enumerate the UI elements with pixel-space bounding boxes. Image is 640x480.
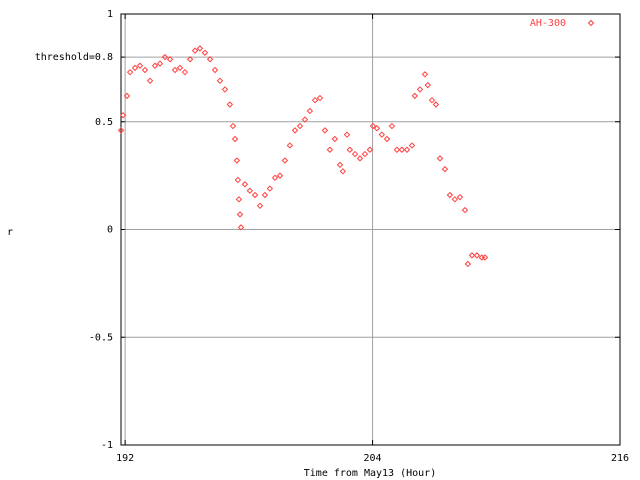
data-point bbox=[366, 146, 374, 153]
data-point bbox=[146, 77, 154, 85]
y-tick-label: 1 bbox=[107, 9, 113, 20]
legend-label: AH-300 bbox=[530, 18, 566, 29]
data-point bbox=[216, 77, 224, 85]
data-point bbox=[206, 56, 214, 63]
data-point bbox=[464, 260, 472, 268]
data-point bbox=[237, 224, 245, 231]
data-point bbox=[281, 157, 289, 164]
y-tick-label: -0.5 bbox=[89, 332, 113, 343]
data-point bbox=[361, 150, 369, 158]
data-point bbox=[123, 92, 131, 100]
data-point bbox=[416, 86, 424, 93]
data-point bbox=[235, 196, 243, 203]
data-point bbox=[151, 62, 159, 69]
data-point bbox=[446, 191, 454, 199]
data-point bbox=[286, 142, 294, 149]
data-point bbox=[271, 174, 279, 181]
x-tick-label: 216 bbox=[611, 453, 629, 464]
data-point bbox=[461, 206, 469, 214]
y-tick-label: threshold=0.8 bbox=[35, 52, 113, 63]
data-point bbox=[468, 252, 476, 259]
data-point bbox=[321, 127, 329, 134]
data-point bbox=[351, 150, 359, 158]
data-point bbox=[221, 86, 229, 93]
data-point bbox=[131, 64, 139, 72]
data-point bbox=[373, 125, 381, 132]
data-point bbox=[196, 45, 204, 52]
data-point bbox=[171, 66, 179, 74]
data-point bbox=[236, 211, 244, 218]
data-point bbox=[383, 135, 391, 143]
data-point bbox=[186, 56, 194, 63]
data-point bbox=[428, 96, 436, 104]
plot-frame bbox=[120, 13, 621, 446]
data-point bbox=[336, 161, 344, 169]
data-point bbox=[456, 193, 464, 201]
data-point bbox=[436, 155, 444, 162]
data-point bbox=[201, 49, 209, 56]
data-point bbox=[251, 191, 259, 199]
data-point bbox=[117, 127, 125, 134]
data-point bbox=[291, 127, 299, 134]
data-point bbox=[181, 68, 189, 76]
data-point bbox=[161, 53, 169, 61]
data-point bbox=[266, 185, 274, 192]
x-tick-label: 192 bbox=[116, 453, 134, 464]
data-point bbox=[246, 187, 254, 194]
data-point bbox=[316, 94, 324, 102]
data-point bbox=[229, 122, 237, 130]
data-point bbox=[356, 155, 364, 162]
data-point bbox=[241, 181, 249, 188]
data-point bbox=[346, 146, 354, 153]
y-axis-label: r bbox=[7, 227, 13, 238]
data-point bbox=[403, 146, 411, 153]
data-point bbox=[451, 196, 459, 203]
data-point bbox=[261, 191, 269, 199]
data-point bbox=[432, 101, 440, 108]
data-point bbox=[441, 165, 449, 173]
data-point bbox=[331, 135, 339, 143]
data-point bbox=[398, 146, 406, 153]
data-point bbox=[421, 71, 429, 78]
data-point bbox=[408, 142, 416, 149]
legend-marker bbox=[587, 19, 595, 27]
data-point bbox=[343, 131, 351, 138]
data-point bbox=[176, 64, 184, 72]
data-point bbox=[339, 168, 347, 175]
data-point bbox=[306, 107, 314, 115]
data-point bbox=[326, 146, 334, 153]
data-point bbox=[276, 172, 284, 179]
x-axis-label: Time from May13 (Hour) bbox=[304, 468, 436, 479]
data-point bbox=[126, 68, 134, 76]
data-point bbox=[191, 47, 199, 54]
data-point bbox=[166, 56, 174, 63]
data-point bbox=[296, 122, 304, 130]
data-point bbox=[119, 112, 127, 119]
y-tick-label: -1 bbox=[101, 440, 113, 451]
data-point bbox=[411, 92, 419, 100]
data-point bbox=[424, 81, 432, 89]
data-point bbox=[481, 254, 489, 261]
data-point bbox=[378, 131, 386, 138]
data-point bbox=[473, 252, 481, 259]
x-tick-label: 204 bbox=[364, 453, 382, 464]
y-tick-label: 0.5 bbox=[95, 117, 113, 128]
data-point bbox=[136, 62, 144, 69]
data-point bbox=[211, 66, 219, 74]
data-point bbox=[369, 122, 377, 130]
data-point bbox=[256, 202, 264, 210]
data-point bbox=[388, 122, 396, 130]
data-point bbox=[311, 96, 319, 104]
data-point bbox=[234, 176, 242, 184]
y-tick-label: 0 bbox=[107, 225, 113, 236]
data-point bbox=[301, 116, 309, 123]
data-point bbox=[156, 60, 164, 67]
data-point bbox=[226, 101, 234, 108]
data-point bbox=[393, 146, 401, 153]
data-point bbox=[141, 66, 149, 74]
data-point bbox=[233, 157, 241, 164]
data-point bbox=[231, 135, 239, 143]
